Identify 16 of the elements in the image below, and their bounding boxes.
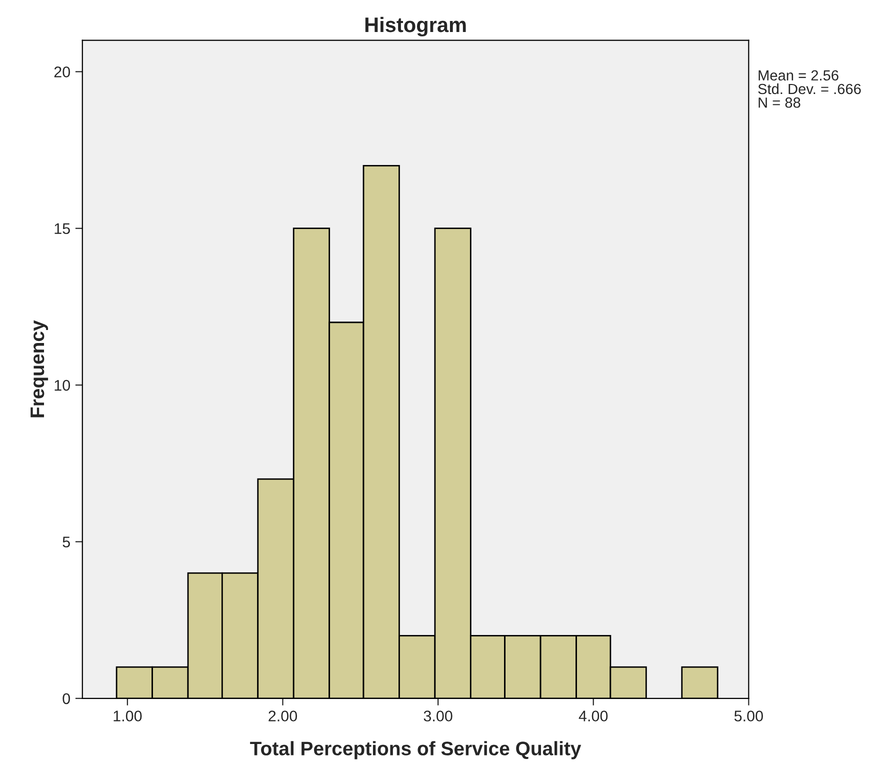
- y-axis-title: Frequency: [30, 320, 48, 418]
- y-tick-label: 0: [62, 693, 70, 704]
- text: Std. Dev. = .666: [758, 83, 861, 94]
- y-tick-label: 10: [54, 380, 70, 391]
- chart-title: Histogram: [365, 16, 466, 36]
- x-tick-label: 5.00: [734, 710, 763, 722]
- x-tick-label: 1.00: [114, 710, 142, 722]
- x-tick-label: 3.00: [424, 710, 452, 722]
- y-tick-label: 5: [62, 536, 70, 548]
- text: Mean = 2.56: [758, 70, 838, 81]
- x-tick-label: 2.00: [268, 710, 298, 722]
- x-tick-label: 4.00: [578, 710, 608, 722]
- text: N = 88: [758, 97, 800, 108]
- y-tick-label: 20: [54, 66, 70, 78]
- x-axis-title: Total Perceptions of Service Quality: [250, 741, 582, 760]
- y-tick-label: 15: [54, 223, 70, 234]
